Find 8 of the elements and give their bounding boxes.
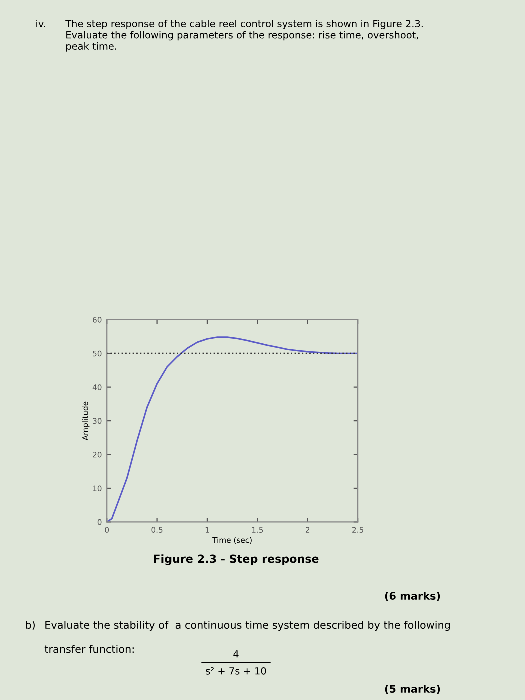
text: (6 marks)	[385, 592, 440, 602]
text: Figure 2.3 - Step response	[154, 554, 319, 566]
text: The step response of the cable reel control system is shown in Figure 2.3. Evaluate the following parameters of the response: rise time, overshoot, peak time.	[66, 20, 423, 52]
text: iv.	[36, 20, 46, 28]
text: 4	[234, 650, 239, 658]
text: (5 marks)	[385, 684, 440, 694]
text: b)	[26, 621, 35, 630]
text: s² + 7s + 10	[206, 667, 266, 675]
